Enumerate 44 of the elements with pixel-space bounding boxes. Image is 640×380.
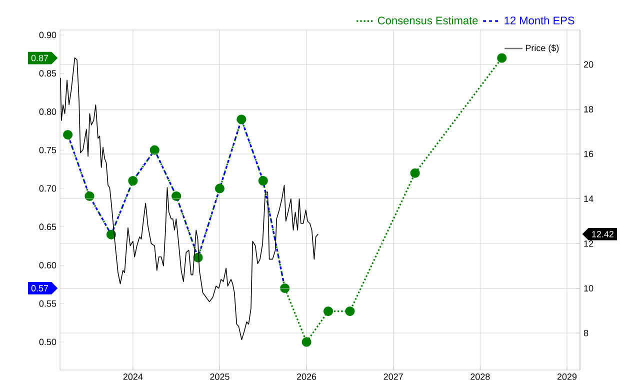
y-tick-label: 0.60 xyxy=(39,262,56,268)
point xyxy=(258,176,268,186)
legend-label: 12 Month EPS xyxy=(504,16,574,24)
y-tick-label: 0.70 xyxy=(39,185,56,192)
y-tick-label: 0.80 xyxy=(39,108,56,115)
y2-tick-label: 8 xyxy=(584,330,588,336)
x-tick-label: 2026 xyxy=(296,374,316,380)
text: 0.87 xyxy=(31,54,48,62)
point xyxy=(150,145,160,155)
point xyxy=(345,306,355,316)
x-tick-label: 2029 xyxy=(557,374,577,380)
point xyxy=(214,184,225,194)
legend-label: Consensus Estimate xyxy=(378,16,478,24)
point xyxy=(323,306,334,316)
y-tick-label: 0.50 xyxy=(39,338,56,346)
point xyxy=(236,114,246,124)
text: Price ($) xyxy=(526,44,559,53)
y2-tick-label: 16 xyxy=(584,150,594,158)
point xyxy=(172,191,182,201)
y2-tick-label: 18 xyxy=(584,106,594,112)
x-tick-label: 2024 xyxy=(123,374,143,380)
y-tick-label: 0.90 xyxy=(39,32,56,38)
line-series xyxy=(60,57,319,340)
text: 12.42 xyxy=(592,230,614,238)
point xyxy=(106,230,116,240)
y-tick-label: 0.85 xyxy=(39,70,56,77)
y2-tick-label: 12 xyxy=(584,240,594,247)
text: 0.57 xyxy=(31,285,48,292)
y-tick-label: 0.65 xyxy=(39,224,56,230)
point xyxy=(63,130,73,140)
y2-tick-label: 14 xyxy=(584,196,594,202)
point xyxy=(84,191,94,201)
y-tick-label: 0.75 xyxy=(39,146,56,154)
point xyxy=(280,283,290,294)
x-tick-label: 2028 xyxy=(470,374,490,380)
point xyxy=(410,168,420,178)
x-tick-label: 2027 xyxy=(384,374,403,380)
point xyxy=(497,53,507,63)
y2-tick-label: 10 xyxy=(584,285,594,292)
point xyxy=(128,176,138,186)
y-tick-label: 0.55 xyxy=(39,300,56,307)
y2-tick-label: 20 xyxy=(584,61,594,68)
point xyxy=(302,337,312,347)
x-tick-label: 2025 xyxy=(210,374,230,380)
